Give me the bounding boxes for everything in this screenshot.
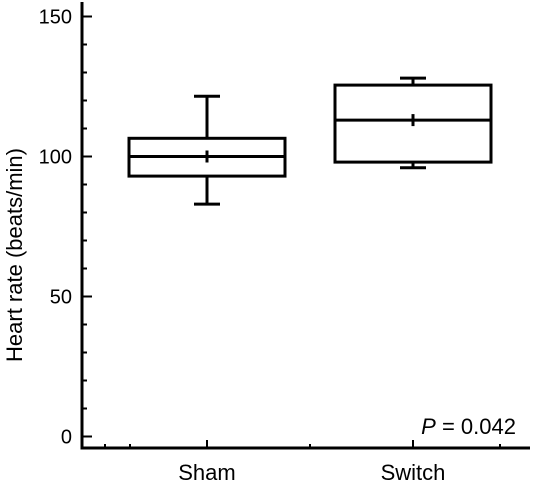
x-category-label: Switch [381, 460, 446, 485]
box-sham [127, 94, 287, 206]
y-axis-title: Heart rate (beats/min) [2, 148, 27, 362]
p-value-annotation: P = 0.042 [421, 414, 516, 439]
y-tick-label: 0 [61, 427, 72, 449]
y-tick-label: 100 [39, 147, 72, 169]
y-tick-label: 50 [50, 287, 72, 309]
p-value-text: = 0.042 [436, 414, 516, 439]
boxes [127, 76, 493, 206]
y-tick-label: 150 [39, 7, 72, 29]
x-ticks: Sham Switch [104, 440, 501, 485]
y-ticks: 0 50 100 150 [39, 7, 92, 449]
axes: 0 50 100 150 Sham Switch [39, 2, 530, 485]
x-category-label: Sham [178, 460, 235, 485]
box-switch [333, 76, 493, 170]
p-value-symbol: P [421, 414, 436, 439]
